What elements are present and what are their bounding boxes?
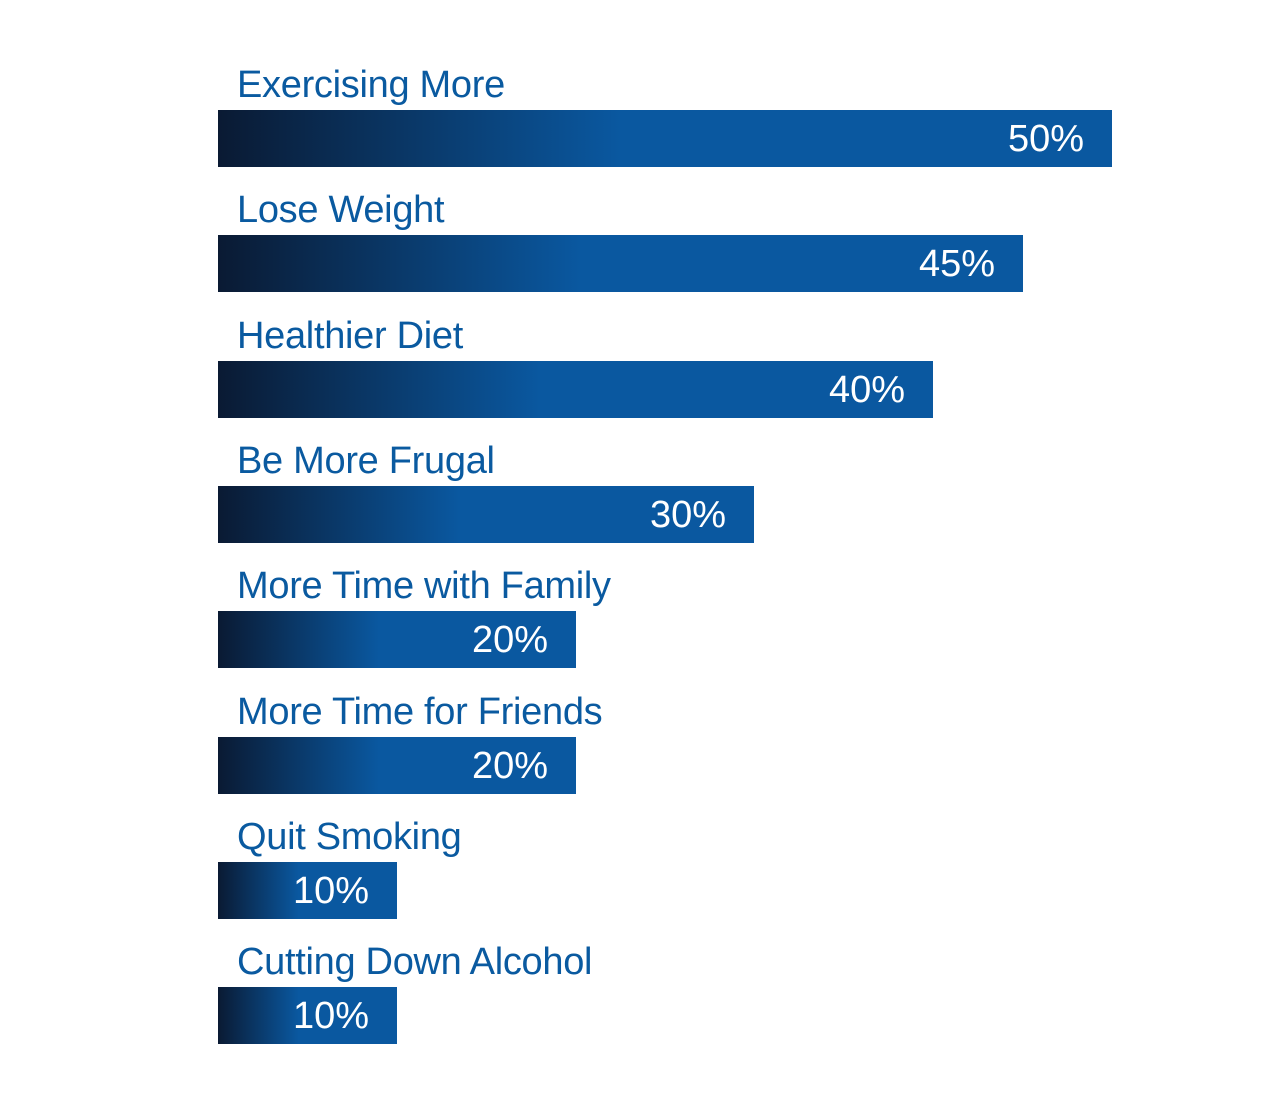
bar: 10%	[218, 987, 397, 1044]
category-label: More Time with Family	[237, 565, 611, 607]
category-label: More Time for Friends	[237, 691, 603, 733]
bar-value-label: 30%	[649, 494, 726, 536]
bar-value-label: 20%	[471, 745, 548, 787]
bar: 20%	[218, 737, 576, 794]
bar: 40%	[218, 361, 933, 418]
bar: 20%	[218, 611, 576, 668]
bar: 10%	[218, 862, 397, 919]
bar-value-label: 10%	[292, 870, 369, 912]
bar-value-label: 20%	[471, 619, 548, 661]
bar: 30%	[218, 486, 754, 543]
bar: 50%	[218, 110, 1112, 167]
bar-value-label: 45%	[918, 243, 995, 285]
category-label: Cutting Down Alcohol	[237, 941, 593, 983]
category-label: Healthier Diet	[237, 315, 464, 357]
bar-value-label: 50%	[1007, 118, 1084, 160]
category-label: Exercising More	[237, 64, 505, 106]
bar-value-label: 40%	[828, 369, 905, 411]
bar-value-label: 10%	[292, 995, 369, 1037]
category-label: Lose Weight	[237, 189, 445, 231]
bar: 45%	[218, 235, 1023, 292]
category-label: Be More Frugal	[237, 440, 495, 482]
category-label: Quit Smoking	[237, 816, 462, 858]
